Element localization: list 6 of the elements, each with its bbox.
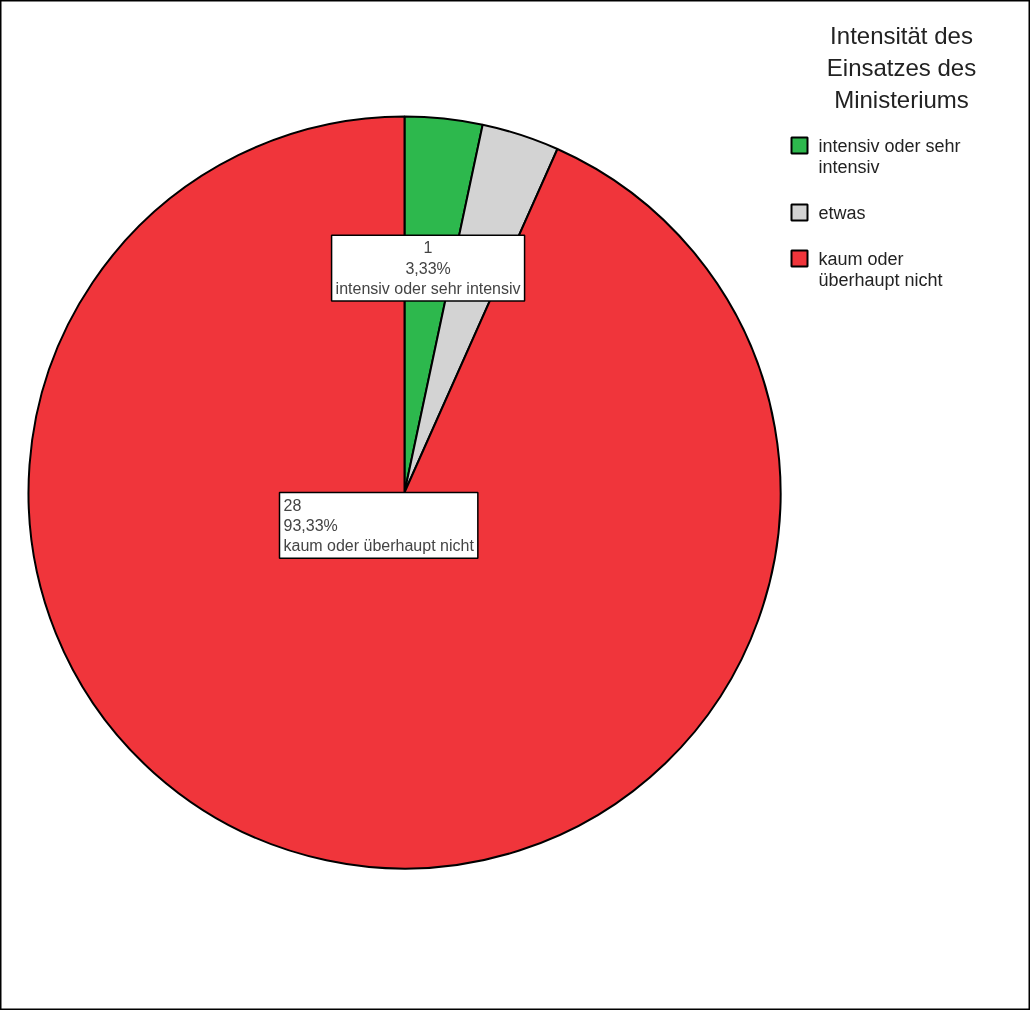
- legend-title: Intensität des Einsatzes des Ministeriums: [826, 22, 977, 113]
- legend-label: kaum oder überhaupt nicht: [818, 248, 943, 290]
- data-label: 1 3,33% intensiv oder sehr intensiv: [335, 239, 521, 298]
- legend-label: etwas: [818, 202, 866, 223]
- data-label: 28 93,33% kaum oder überhaupt nicht: [283, 496, 475, 555]
- legend-label: intensiv oder sehr intensiv: [818, 135, 961, 177]
